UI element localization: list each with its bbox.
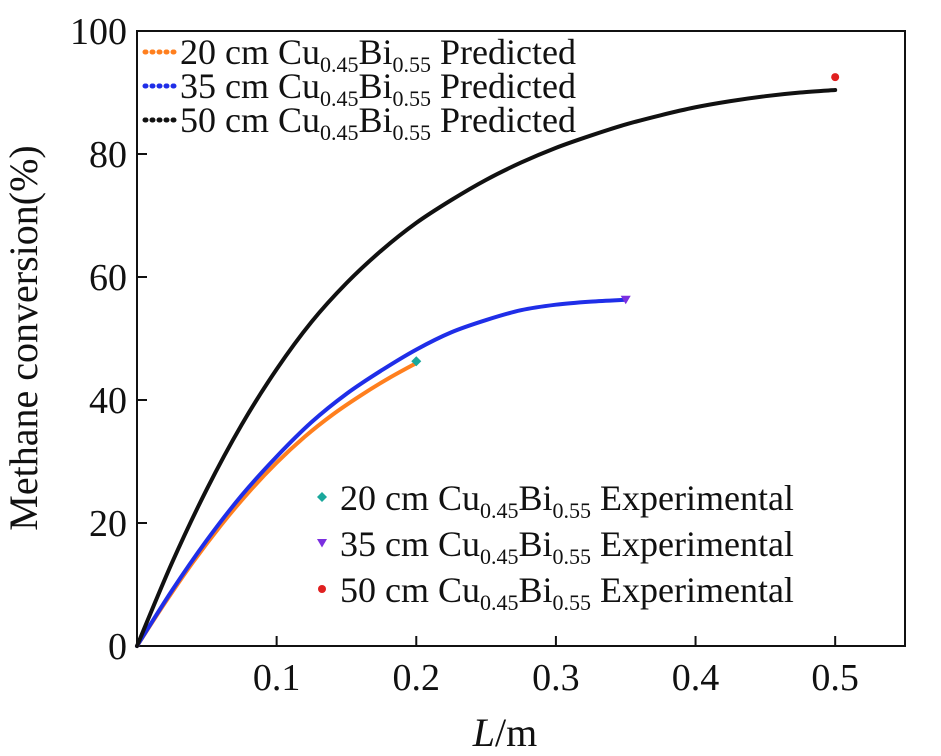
x-tick-label: 0.4 [672,657,720,699]
y-tick-label: 100 [70,11,127,53]
x-tick-label: 0.3 [532,657,580,699]
y-tick-label: 80 [89,134,127,176]
plot-frame [136,30,906,647]
legend-predicted-label: 20 cm Cu0.45Bi0.55 Predicted [180,32,576,77]
experimental-point-2 [620,295,631,305]
legend-experimental-label: 35 cm Cu0.45Bi0.55 Experimental [340,524,794,569]
legend-predicted-label: 35 cm Cu0.45Bi0.55 Predicted [180,66,576,111]
x-tick-label: 0.5 [811,657,859,699]
x-tick-label: 0.1 [253,657,301,699]
experimental-point-3 [831,73,840,82]
experimental-points [411,73,840,367]
predicted-lines [135,88,838,648]
x-tick-label: 0.2 [393,657,441,699]
x-axis-title: L/m [472,710,537,755]
legend-experimental-label: 50 cm Cu0.45Bi0.55 Experimental [340,570,794,615]
legend-predicted-label: 50 cm Cu0.45Bi0.55 Predicted [180,100,576,145]
legend-experimental-marker [317,539,327,548]
legend-experimental-marker [317,492,327,502]
x-axis-title-var: L [472,710,495,755]
axis-ticks: 0.1 0.2 0.3 0.4 0.5 0 20 40 60 80 100 [70,11,859,699]
legend-experimental-label: 20 cm Cu0.45Bi0.55 Experimental [340,478,794,523]
y-tick-label: 0 [108,626,127,668]
predicted-line-3 [135,88,838,648]
predicted-line-2 [135,297,628,648]
experimental-point-1 [411,356,422,367]
y-tick-label: 20 [89,503,127,545]
y-axis-title: Methane conversion(%) [1,145,46,530]
legend-experimental-marker [318,585,326,593]
y-tick-label: 60 [89,257,127,299]
x-axis-title-unit: /m [495,710,537,755]
y-tick-label: 40 [89,380,127,422]
